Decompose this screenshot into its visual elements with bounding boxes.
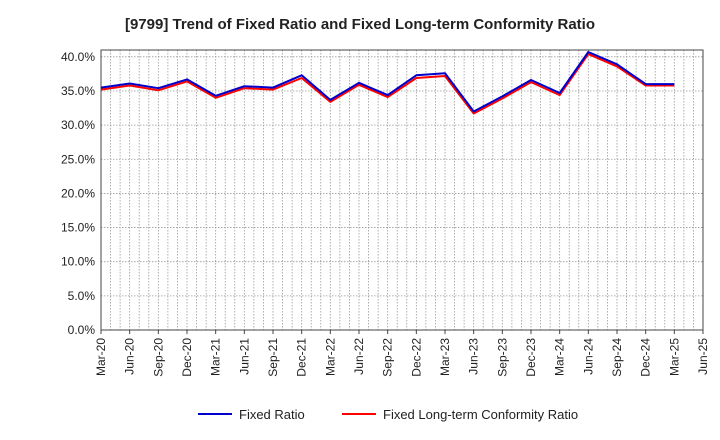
y-tick-label: 10.0% xyxy=(61,255,95,269)
series-line-fixed-ratio xyxy=(100,51,675,113)
x-tick-label: Dec-22 xyxy=(409,338,423,377)
x-tick-label: Sep-23 xyxy=(495,338,509,377)
x-tick-label: Mar-21 xyxy=(209,338,223,376)
legend-label: Fixed Ratio xyxy=(239,407,305,422)
y-tick-label: 0.0% xyxy=(68,323,96,337)
x-tick-label: Dec-23 xyxy=(524,338,538,377)
x-tick-label: Jun-22 xyxy=(352,338,366,375)
legend-label: Fixed Long-term Conformity Ratio xyxy=(383,407,578,422)
y-tick-label: 40.0% xyxy=(61,50,95,64)
x-tick-label: Mar-23 xyxy=(438,338,452,376)
x-tick-label: Sep-24 xyxy=(610,338,624,377)
x-tick-label: Dec-21 xyxy=(295,338,309,377)
x-tick-label: Jun-24 xyxy=(581,338,595,375)
y-tick-label: 25.0% xyxy=(61,152,95,166)
x-tick-label: Mar-22 xyxy=(323,338,337,376)
x-tick-label: Dec-20 xyxy=(180,338,194,377)
plot-frame xyxy=(100,49,704,331)
y-tick-label: 20.0% xyxy=(61,186,95,200)
x-tick-label: Jun-25 xyxy=(696,338,710,375)
y-tick-label: 35.0% xyxy=(61,84,95,98)
y-tick-label: 30.0% xyxy=(61,118,95,132)
series-line-fixed-long-term-conformity-ratio xyxy=(100,53,675,115)
x-tick-label: Jun-23 xyxy=(467,338,481,375)
x-tick-label: Mar-20 xyxy=(94,338,108,376)
y-tick-label: 5.0% xyxy=(68,289,96,303)
chart-title: [9799] Trend of Fixed Ratio and Fixed Lo… xyxy=(124,16,596,33)
x-tick-label: Sep-20 xyxy=(151,338,165,377)
x-tick-label: Mar-25 xyxy=(667,338,681,376)
y-tick-label: 15.0% xyxy=(61,221,95,235)
x-tick-label: Dec-24 xyxy=(639,338,653,377)
x-tick-label: Jun-20 xyxy=(123,338,137,375)
x-tick-label: Sep-22 xyxy=(381,338,395,377)
x-tick-label: Mar-24 xyxy=(553,338,567,376)
x-tick-label: Jun-21 xyxy=(237,338,251,375)
x-tick-label: Sep-21 xyxy=(266,338,280,377)
